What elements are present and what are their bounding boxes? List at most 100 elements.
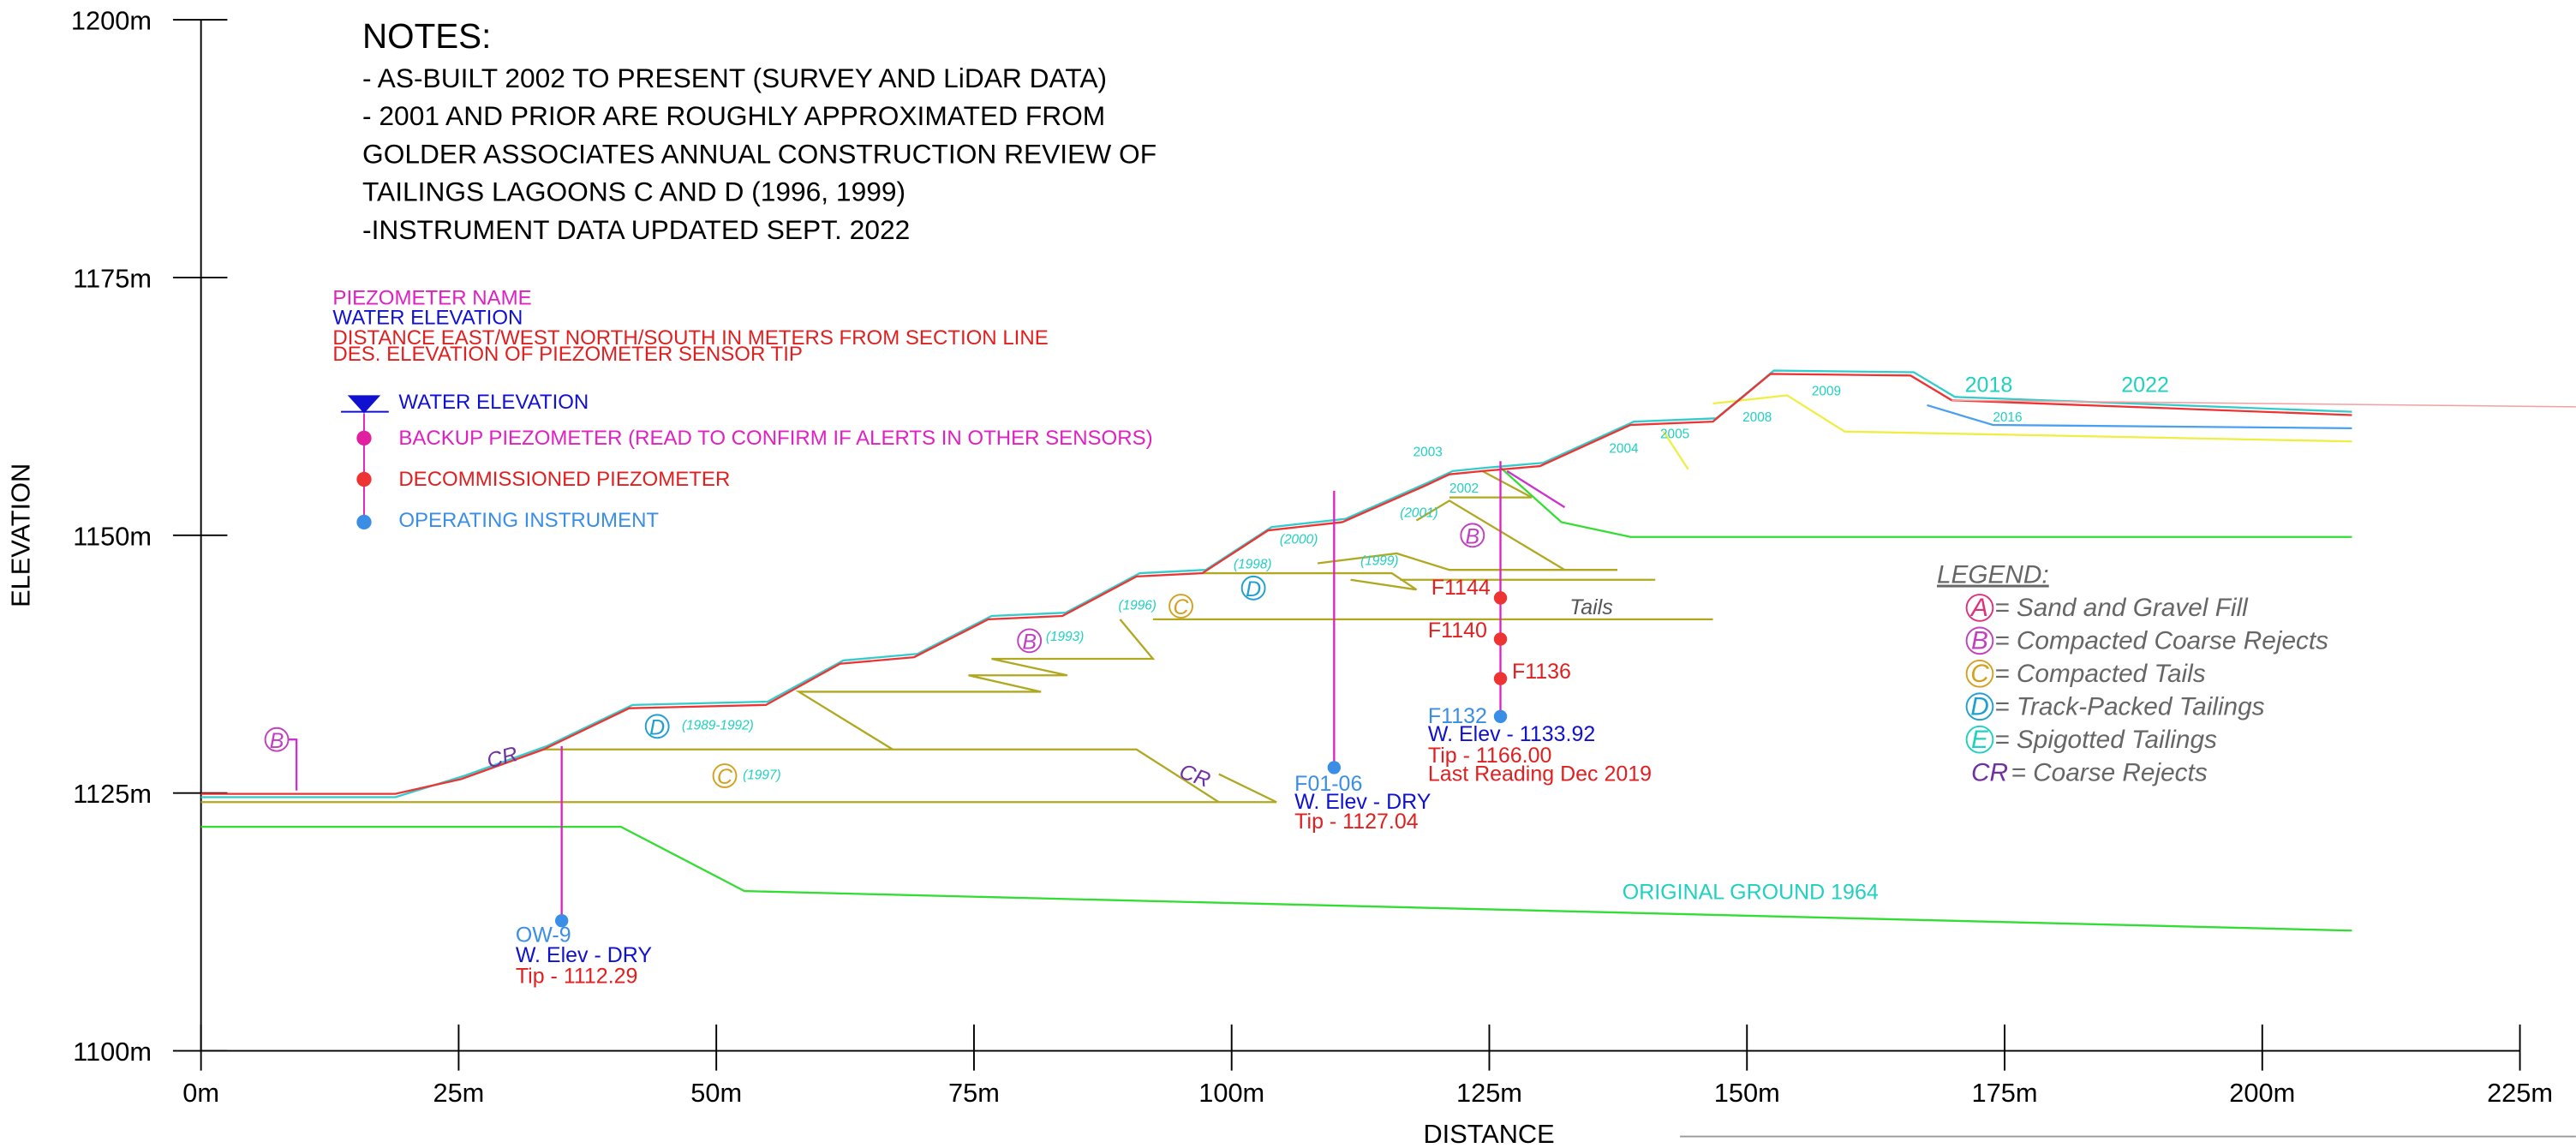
x-tick-label: 75m <box>948 1078 1000 1108</box>
legend-symbol: A <box>1969 594 1988 622</box>
legend-symbol: CR <box>1971 758 2008 786</box>
zone-circle <box>1460 523 1485 548</box>
legend-symbol: E <box>1971 726 1989 754</box>
y-tick-label: 1150m <box>73 521 152 551</box>
ground-label: ORIGINAL GROUND 1964 <box>1623 881 1879 905</box>
instrument-key: PIEZOMETER NAME WATER ELEVATION DISTANCE… <box>332 287 1152 533</box>
y-tick-label: 1200m <box>71 6 152 36</box>
zone-line <box>795 619 1156 750</box>
x-tick-label: 125m <box>1456 1078 1522 1108</box>
instrument-name: OW-9 <box>516 924 571 948</box>
legend-text: = Sand and Gravel Fill <box>1994 594 2249 622</box>
year-label: (2001) <box>1400 506 1437 521</box>
legend-title: LEGEND: <box>1937 561 2049 589</box>
survey-line <box>1927 404 2352 430</box>
zone-label: CR <box>484 742 520 773</box>
x-tick-label: 225m <box>2487 1078 2553 1108</box>
x-tick-label: 100m <box>1198 1078 1264 1108</box>
key-item: BACKUP PIEZOMETER (READ TO CONFIRM IF AL… <box>398 427 1152 450</box>
notes: NOTES: - AS-BUILT 2002 TO PRESENT (SURVE… <box>362 16 1157 245</box>
key-header: PIEZOMETER NAME <box>332 287 531 310</box>
zone-line <box>1415 499 1566 571</box>
zone-label: B <box>1465 524 1479 548</box>
zone-circle <box>1017 628 1043 654</box>
y-axis-title: ELEVATION <box>6 463 36 607</box>
year-label: (1993) <box>1046 630 1084 644</box>
year-label: 2003 <box>1414 445 1443 460</box>
zone-circle <box>264 726 290 752</box>
key-header: DISTANCE EAST/WEST NORTH/SOUTH IN METERS… <box>332 326 1048 350</box>
zone-circle <box>644 714 670 739</box>
zone-label: C <box>1174 595 1190 619</box>
crest-surface <box>200 373 2352 795</box>
operating-instrument <box>1327 761 1342 774</box>
year-label: (1989-1992) <box>682 719 754 733</box>
x-axis-title: DISTANCE <box>1423 1119 1554 1148</box>
instrument-tip: Tip - 1166.00 <box>1428 744 1551 768</box>
original-ground <box>200 825 2352 932</box>
survey-line <box>1662 431 1689 470</box>
x-tick-label: 25m <box>433 1078 484 1108</box>
note-line: - 2001 AND PRIOR ARE ROUGHLY APPROXIMATE… <box>362 100 1105 131</box>
year-label: 2005 <box>1660 427 1689 441</box>
zone-line <box>1202 571 1418 591</box>
zone-label: D <box>649 715 665 739</box>
water-symbol <box>347 395 381 414</box>
legend-text: = Compacted Tails <box>1994 660 2205 688</box>
axes: ELEVATION DISTANCE 0m 25m 50m 75m 100m 125m 15… <box>6 6 2553 1148</box>
key-item: DECOMMISSIONED PIEZOMETER <box>398 468 730 491</box>
instrument-note: Last Reading Dec 2019 <box>1428 762 1652 786</box>
zone-line <box>1317 552 1618 571</box>
zone-line <box>200 773 1277 804</box>
legend-text: = Coarse Rejects <box>2011 758 2207 786</box>
x-tick-label: 50m <box>690 1078 742 1108</box>
crest-extension <box>1951 399 2576 408</box>
legend-symbol: B <box>1971 626 1988 655</box>
zone-label: CR <box>1176 759 1213 792</box>
operating-instrument <box>1493 709 1508 723</box>
legend-symbol-circle <box>1965 659 1994 688</box>
instrument-name: F1144 <box>1431 576 1491 600</box>
zone-circle <box>712 763 738 788</box>
x-tick-label: 0m <box>182 1078 219 1108</box>
x-tick-label: 200m <box>2229 1078 2295 1108</box>
instrument-water: W. Elev - DRY <box>516 943 653 967</box>
zone-label: D <box>1246 577 1261 601</box>
y-tick-label: 1125m <box>73 779 152 809</box>
year-label: 2018 <box>1965 374 2013 398</box>
legend-text: = Track-Packed Tailings <box>1994 692 2264 720</box>
legend-text: = Spigotted Tailings <box>1994 726 2217 754</box>
decommissioned-piezometer <box>1493 672 1508 685</box>
key-item: WATER ELEVATION <box>398 391 589 414</box>
year-label: 2002 <box>1449 481 1479 496</box>
note-line: TAILINGS LAGOONS C AND D (1996, 1999) <box>362 176 905 207</box>
survey-line <box>1712 394 2352 443</box>
year-label: 2016 <box>1993 410 2022 425</box>
tails-label: Tails <box>1569 595 1612 619</box>
legend-symbol-circle <box>1965 626 1994 655</box>
year-label: (1997) <box>743 768 780 782</box>
instrument-water: W. Elev - 1133.92 <box>1428 722 1595 746</box>
operating-instrument <box>554 914 569 928</box>
legend-symbol-circle <box>1965 594 1994 622</box>
year-label: 2004 <box>1609 442 1639 457</box>
profiles <box>200 369 2576 932</box>
instrument-name: F1136 <box>1512 660 1571 684</box>
note-line: GOLDER ASSOCIATES ANNUAL CONSTRUCTION RE… <box>362 138 1157 169</box>
year-label: (1999) <box>1360 553 1398 568</box>
key-item: OPERATING INSTRUMENT <box>398 509 659 532</box>
survey-line <box>1506 469 1566 509</box>
instrument-name: F01-06 <box>1294 772 1362 796</box>
green-line <box>1497 465 2352 538</box>
year-label: 2009 <box>1812 384 1841 398</box>
zone-line <box>1449 469 1533 499</box>
instrument-name: F1140 <box>1428 619 1487 643</box>
zone-label: B <box>270 729 284 753</box>
y-tick-label: 1100m <box>73 1037 152 1067</box>
note-line: -INSTRUMENT DATA UPDATED SEPT. 2022 <box>362 214 910 245</box>
zone-label: B <box>1022 630 1037 654</box>
backup-symbol <box>356 430 372 446</box>
